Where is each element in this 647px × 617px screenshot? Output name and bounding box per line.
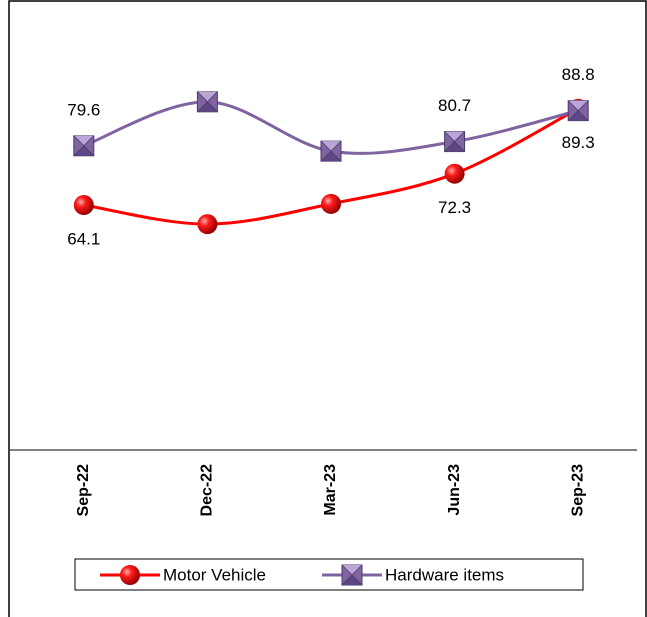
x-tick-label: Dec-22 [199, 464, 216, 517]
data-label: 79.6 [67, 100, 100, 119]
data-label: 64.1 [67, 230, 100, 249]
marker-face [197, 91, 218, 102]
x-tick-label: Jun-23 [446, 464, 463, 516]
marker-face [568, 110, 589, 121]
marker-face [73, 145, 94, 156]
marker-edge [567, 100, 589, 121]
marker-edge [444, 131, 465, 152]
data-label: 88.8 [562, 65, 595, 84]
marker-face [73, 135, 94, 146]
data-label: 89.3 [562, 133, 595, 152]
marker [197, 214, 218, 235]
marker-edge [341, 564, 363, 586]
x-tick-label: Sep-23 [569, 464, 586, 517]
marker-face [321, 141, 341, 152]
marker [444, 163, 465, 184]
data-label: 72.3 [438, 198, 471, 217]
marker-face [444, 131, 465, 142]
legend-label: Motor Vehicle [163, 565, 266, 584]
marker [196, 91, 218, 113]
marker [73, 135, 95, 157]
x-tick-label: Mar-23 [322, 464, 339, 516]
marker-face [342, 575, 362, 585]
marker [321, 193, 341, 214]
x-tick-label: Sep-22 [75, 464, 92, 517]
legend-marker [341, 564, 363, 586]
legend-marker [120, 565, 140, 585]
marker-face [568, 100, 589, 111]
marker-edge [320, 140, 342, 162]
data-label: 80.7 [438, 96, 471, 115]
marker [320, 140, 342, 162]
marker-face [197, 101, 218, 112]
marker [567, 100, 589, 122]
chart-border [8, 0, 647, 617]
legend-label: Hardware items [385, 565, 504, 584]
marker-edge [197, 91, 218, 113]
marker-face [321, 151, 341, 162]
marker-edge [73, 135, 95, 157]
marker [444, 131, 466, 153]
marker-face [342, 565, 362, 575]
marker [73, 195, 94, 216]
marker-face [444, 141, 465, 152]
